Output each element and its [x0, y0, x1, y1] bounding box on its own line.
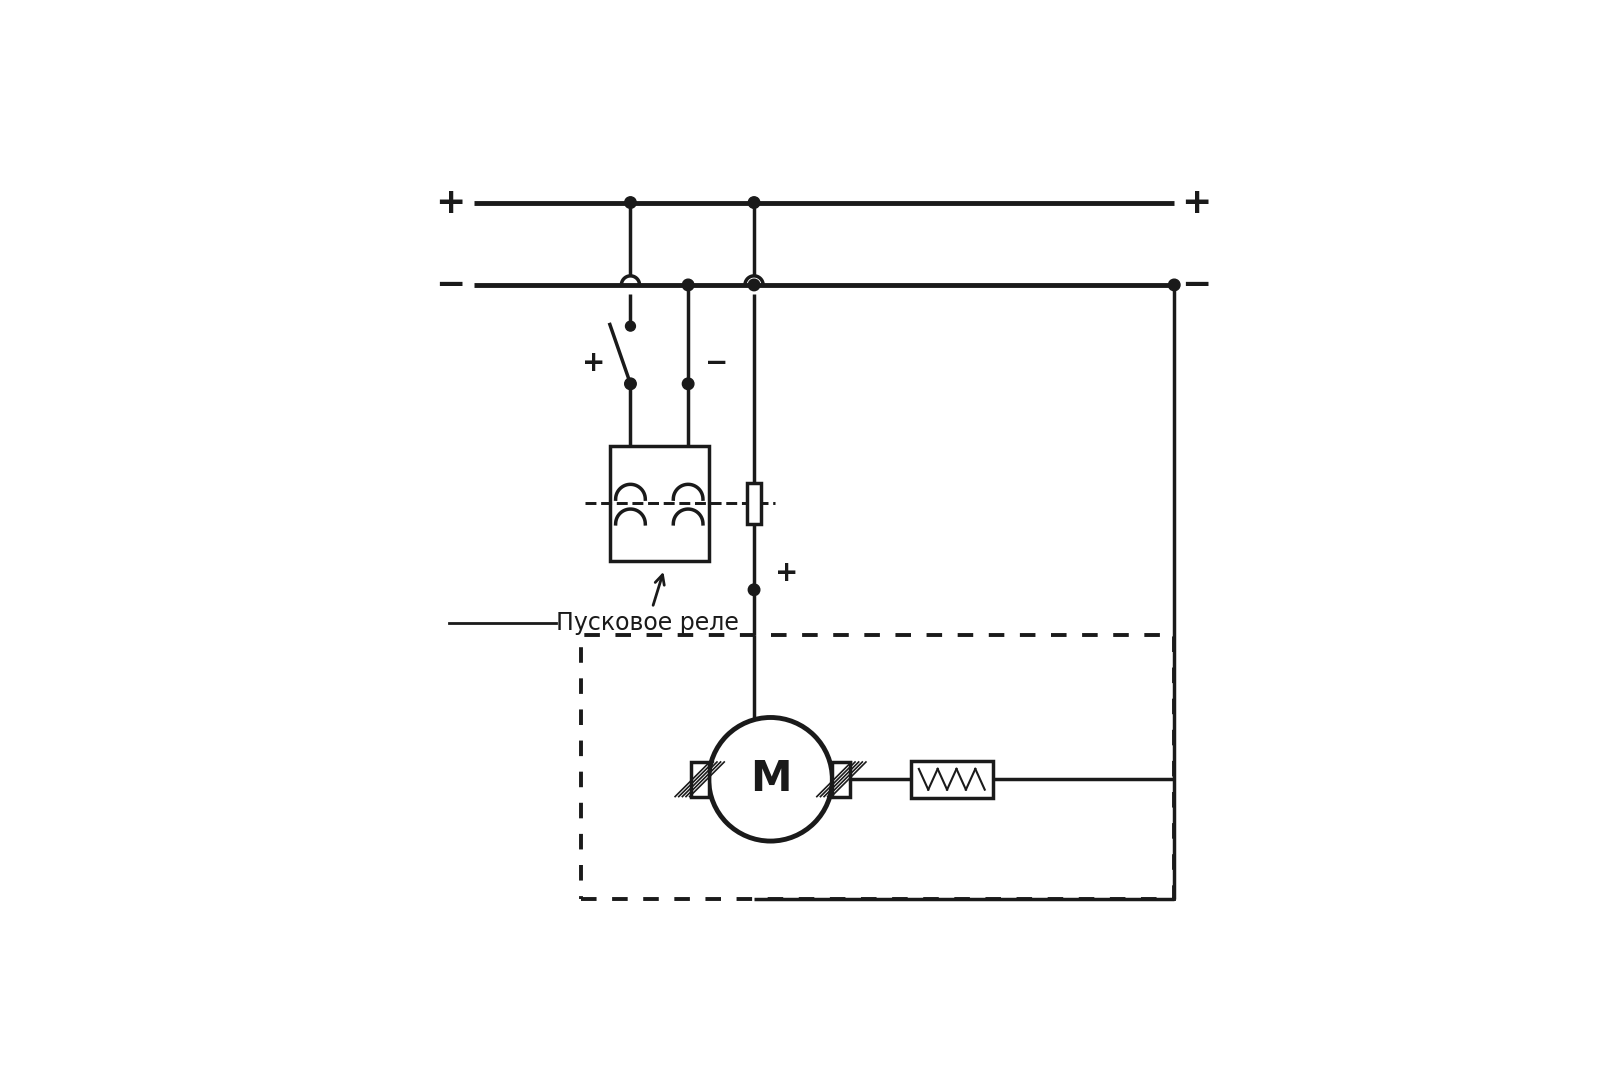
Circle shape [748, 197, 760, 209]
Text: +: + [435, 185, 465, 219]
Bar [747, 483, 761, 524]
Text: M: M [750, 759, 792, 800]
Text: +: + [1181, 185, 1212, 219]
Bar [609, 445, 709, 561]
Circle shape [748, 279, 760, 291]
Text: −: − [1181, 268, 1210, 302]
Circle shape [682, 378, 693, 389]
Text: −: − [705, 349, 729, 378]
Circle shape [625, 378, 637, 389]
Bar [832, 762, 850, 796]
Circle shape [625, 197, 637, 209]
Circle shape [625, 321, 635, 331]
Bar [690, 762, 709, 796]
Text: Пусковое реле: Пусковое реле [556, 575, 739, 635]
Circle shape [709, 718, 832, 841]
Circle shape [682, 279, 693, 291]
Bar [582, 636, 1175, 899]
Text: −: − [435, 268, 465, 302]
Circle shape [748, 584, 760, 596]
Text: +: + [582, 349, 604, 378]
Bar [910, 761, 992, 798]
Circle shape [1168, 279, 1180, 291]
Text: +: + [774, 560, 798, 587]
